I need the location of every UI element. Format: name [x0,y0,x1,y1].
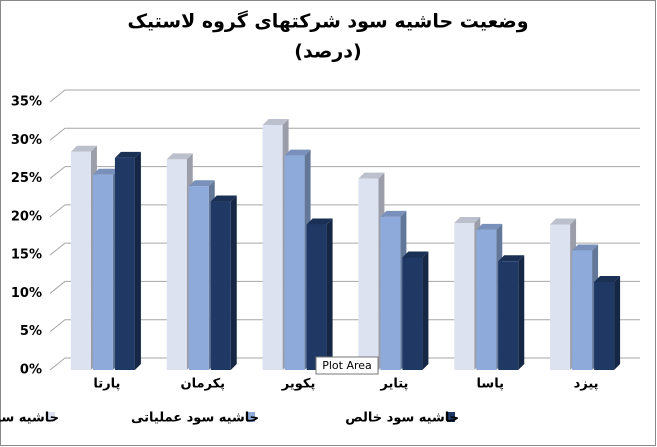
bar-top [498,255,525,262]
bar-side [614,275,621,370]
bar-front [572,250,593,370]
grid-line [49,127,640,141]
bar [498,255,525,370]
bar-top [572,244,599,251]
grid-line [49,204,640,218]
bar-front [306,224,327,370]
y-tick-label: 15% [11,248,42,263]
bar-top [114,151,141,158]
bar-front [550,224,571,370]
bar-front [498,261,519,370]
bar-top [284,149,311,156]
chart-subtitle: (درصد) [294,41,361,63]
bar-top [594,275,621,282]
bar-top [550,218,577,225]
x-tick-label: پکویر [281,377,316,392]
legend-label: حاشیه سود خالص [345,411,459,426]
bar-side [422,251,429,370]
bar-top [166,153,193,160]
bar-front [166,159,187,370]
y-tick-label: 0% [20,363,42,378]
bar-top [402,251,429,258]
grid-line [49,280,640,294]
bar-side [518,255,525,370]
grid-line [49,319,640,333]
bar-top [210,195,237,202]
bar-side [134,151,141,370]
bar-side [230,195,237,370]
bar-top [188,180,215,187]
bar-front [92,174,113,370]
bar-front [188,186,209,370]
grid-line [49,242,640,256]
bar-front [70,151,91,370]
bar [306,218,333,370]
bar-top [70,145,97,152]
bar-front [358,178,379,370]
tooltip-box [315,356,379,375]
y-tick-label: 25% [11,171,42,186]
x-tick-label: پتایر [379,377,408,392]
bar [114,151,141,370]
y-tick-label: 5% [20,324,42,339]
y-tick-label: 20% [11,209,42,224]
grid-line [49,357,640,371]
bar [210,195,237,370]
y-tick-label: 30% [11,133,42,148]
grid-line [49,166,640,179]
bar-top [476,223,503,230]
bar-front [454,222,475,370]
x-tick-label: پاسا [477,377,504,392]
bar-top [262,118,289,125]
bar-front [402,257,423,370]
bar-front [380,216,401,370]
x-tick-label: پارتا [93,377,120,392]
bar-front [210,201,231,370]
x-tick-label: پکرمان [180,377,225,392]
bar-top [306,218,333,225]
bar-front [114,157,135,370]
y-tick-label: 35% [11,95,42,110]
bar-top [358,172,385,179]
tooltip: Plot Area [322,359,372,372]
bar [402,251,429,370]
bar-front [476,229,497,370]
legend-label: حاشیه سود ناخالص [0,411,59,426]
bar-top [92,168,119,175]
bar-top [454,216,481,223]
legend-swatch [247,412,255,422]
bar-front [262,124,283,370]
bar-front [284,155,305,370]
chart-title: وضعیت حاشیه سود شرکتهای گروه لاستیک [127,10,528,33]
legend-swatch [47,412,55,422]
legend-swatch [447,412,455,422]
bar-top [380,210,407,217]
x-tick-label: پیزد [574,377,599,392]
legend-label: حاشیه سود عملیاتی [131,411,259,426]
grid-line [49,89,640,103]
bar [594,275,621,370]
y-tick-label: 10% [11,286,42,301]
bar-side [326,218,333,370]
bar-front [594,281,615,370]
